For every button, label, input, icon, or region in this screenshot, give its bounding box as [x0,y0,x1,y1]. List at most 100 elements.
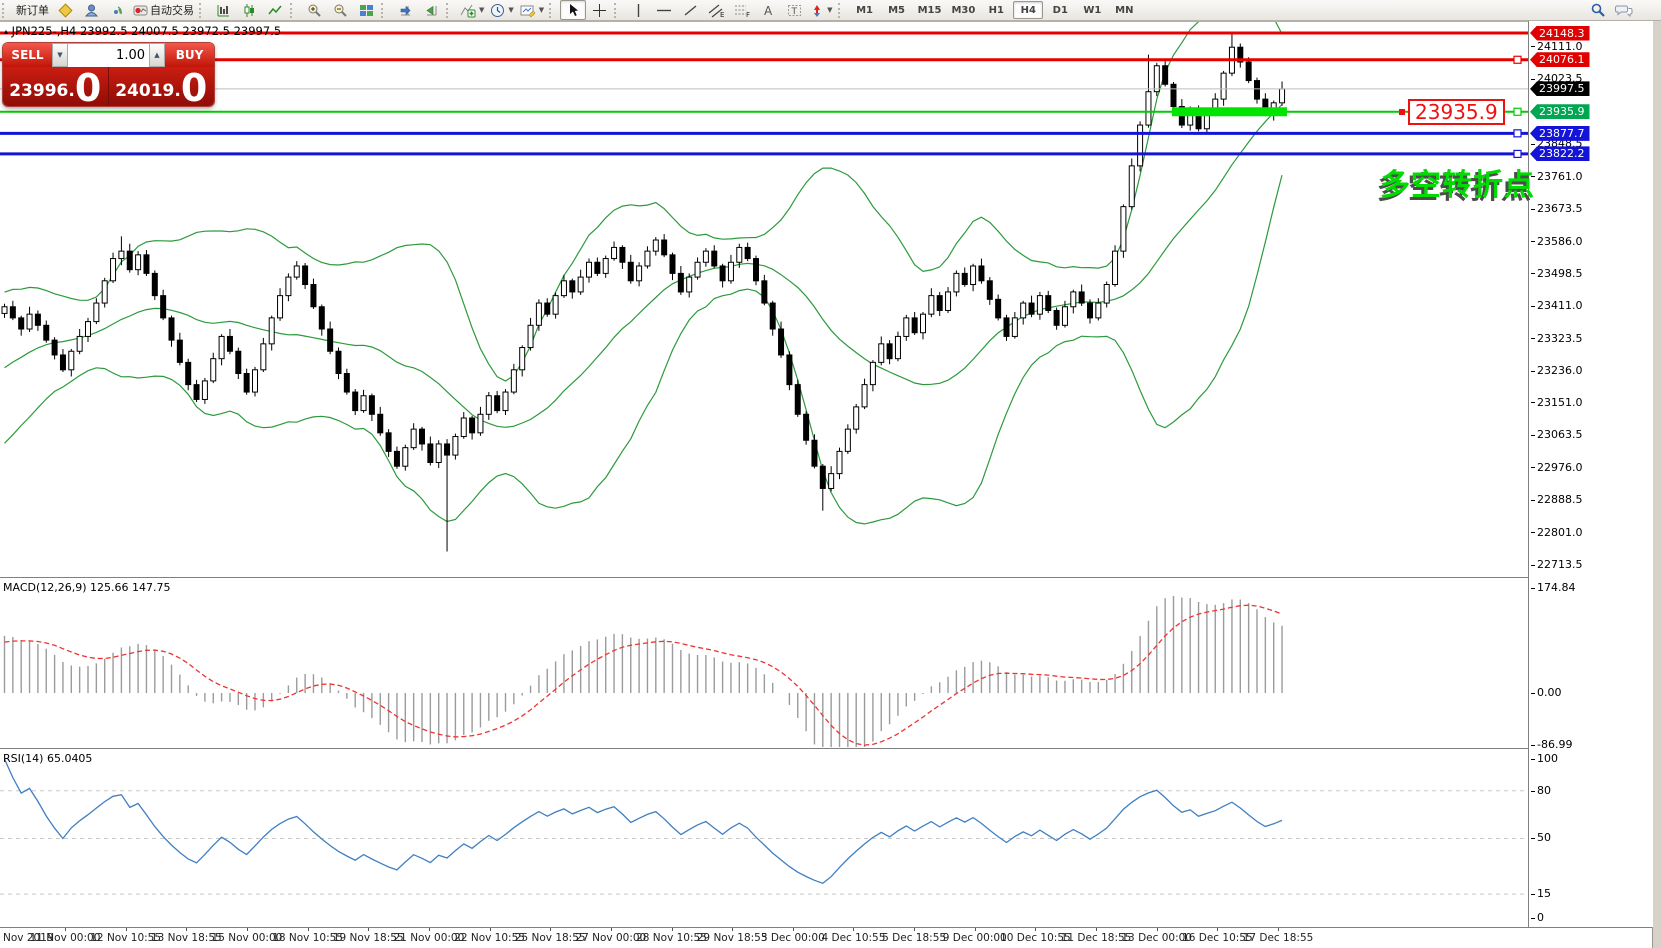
timeframe-D1[interactable]: D1 [1052,4,1068,16]
text-label-button[interactable]: T [781,0,807,20]
time-tick [1278,928,1279,931]
buy-price-frac: 0 [180,66,208,106]
sell-price-main: 23996 [9,81,69,101]
volume-decrease-button[interactable]: ▼ [52,43,68,67]
price-tick: 23323.5 [1531,332,1583,345]
price-tick: 23673.5 [1531,202,1583,215]
sell-price-dot: . [68,81,75,101]
templates-button[interactable]: ▼ [517,0,547,20]
volume-increase-button[interactable]: ▲ [149,43,165,67]
cursor-button[interactable] [560,0,587,20]
autotrading-button[interactable]: 自动交易 [130,0,197,20]
chart-annotation-text[interactable]: 多空转折点 [1380,168,1535,203]
time-label: 5 Dec 18:55 [882,932,947,944]
timeframe-bar: M1 M5 M15 M30 H1 H4 D1 W1 MN [849,1,1141,19]
sell-button[interactable]: SELL [3,43,52,67]
price-badge: 24148.3 [1530,25,1590,41]
indicator-axis-tick: 174.84 [1531,581,1576,594]
time-tick [974,928,976,931]
line-chart-button[interactable] [262,0,288,20]
timeframe-M1[interactable]: M1 [856,4,874,16]
buy-price-dot: . [174,81,181,101]
auto-scroll-button[interactable] [392,0,418,20]
time-tick [914,928,916,931]
toolbar-grip[interactable] [614,2,623,18]
time-axis[interactable]: Nov 2019 11 Nov 00:00 12 Nov 10:55 13 Nov 1… [0,927,1652,948]
svg-text:F: F [746,11,750,18]
time-tick [489,928,491,931]
price-badge: 23822.2 [1530,146,1590,162]
toolbar-grip[interactable] [837,2,847,18]
periods-button[interactable]: ▼ [487,0,516,20]
timeframe-M15[interactable]: M15 [917,4,942,16]
price-tick: 23236.0 [1531,364,1583,377]
horizontal-line-button[interactable] [651,0,677,20]
volume-input[interactable] [68,44,149,67]
timeframe-W1[interactable]: W1 [1083,4,1102,16]
time-label: 4 Dec 10:55 [821,932,886,944]
chat-button[interactable] [1611,0,1637,20]
time-label: 11 Nov 00:00 [29,932,101,944]
tile-windows-button[interactable] [353,0,379,20]
trendline-button[interactable] [677,0,703,20]
timeframe-M30[interactable]: M30 [951,4,976,16]
buy-price[interactable]: 24019. 0 [108,66,214,106]
rsi-indicator-label: RSI(14) 65.0405 [3,752,93,765]
equidistant-channel-button[interactable]: E [703,0,729,20]
buy-button[interactable]: BUY [165,43,214,67]
time-label: 19 Nov 18:55 [332,932,404,944]
time-tick [671,928,673,931]
toolbar-grip[interactable] [290,2,299,18]
zoom-in-button[interactable] [301,0,327,20]
time-label: 11 Dec 18:55 [1060,932,1132,944]
toolbar-grip[interactable] [199,2,208,18]
toolbar-grip[interactable] [2,2,11,18]
sell-price-frac: 0 [74,66,102,106]
bar-chart-button[interactable] [210,0,236,20]
timeframe-MN[interactable]: MN [1115,4,1134,16]
price-tick: 23063.5 [1531,428,1583,441]
toolbar-grip[interactable] [381,2,390,18]
chart-shift-button[interactable] [418,0,444,20]
timeframe-M5[interactable]: M5 [888,4,906,16]
new-order-label: 新订单 [16,4,49,17]
svg-text:T: T [790,7,797,17]
autotrading-label: 自动交易 [150,4,194,17]
text-button[interactable]: A [755,0,781,20]
price-tick: 23411.0 [1531,299,1583,312]
indicator-axis-tick: 15 [1531,887,1551,900]
toolbar-grip[interactable] [549,2,558,18]
chart-canvas[interactable] [0,21,1652,948]
order-ticket-icon[interactable] [52,0,78,20]
timeframe-H4[interactable]: H4 [1013,1,1044,19]
chevron-down-icon: ▼ [827,6,833,14]
fibonacci-button[interactable]: F [729,0,755,20]
crosshair-button[interactable] [586,0,612,20]
time-tick [65,928,66,931]
hline-price-label[interactable]: 23935.9 [1408,99,1505,125]
indicator-axis-tick: 50 [1531,831,1551,844]
sell-price[interactable]: 23996. 0 [3,67,109,106]
signals-icon[interactable] [104,0,130,20]
candlestick-chart-button[interactable] [236,0,262,20]
vertical-line-button[interactable] [625,0,651,20]
timeframe-H1[interactable]: H1 [988,4,1004,16]
price-axis[interactable]: 24111.0 24023.5 23848.5 23761.0 23673.5 23586… [1528,21,1653,927]
time-tick [307,928,309,931]
time-label: 3 Dec 00:00 [760,932,825,944]
indicators-button[interactable]: ▼ [457,0,487,20]
time-tick [246,928,248,931]
time-label: 17 Dec 18:55 [1242,932,1314,944]
toolbar-grip[interactable] [446,2,455,18]
time-tick [1096,928,1098,931]
time-tick [1156,928,1158,931]
hline-anchor-icon[interactable] [1399,109,1405,115]
time-label: 29 Nov 18:55 [696,932,768,944]
accounts-icon[interactable] [78,0,104,20]
zoom-out-button[interactable] [327,0,353,20]
new-order-button[interactable]: 新订单 [13,0,52,20]
volume-field-wrap [68,43,149,67]
arrows-button[interactable]: ▼ [807,0,835,20]
search-button[interactable] [1585,0,1611,20]
